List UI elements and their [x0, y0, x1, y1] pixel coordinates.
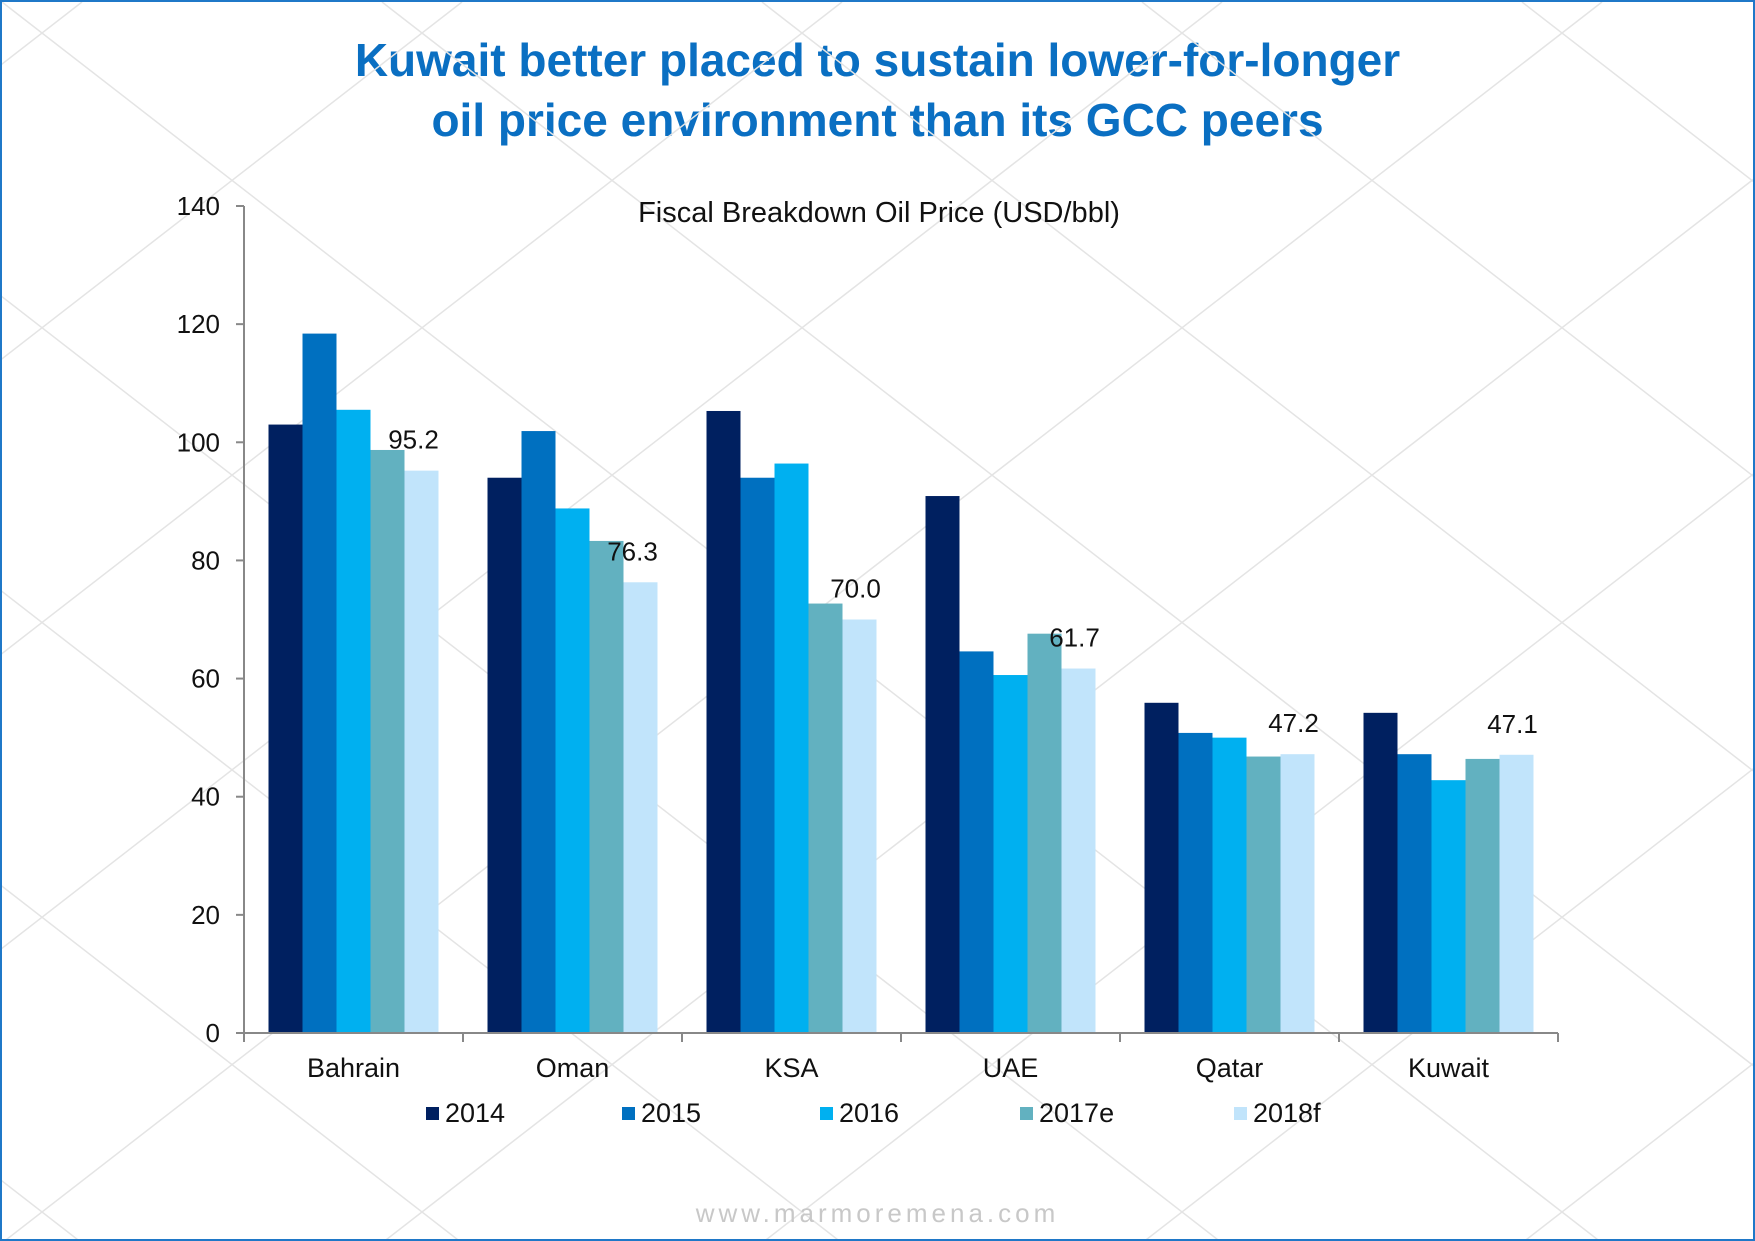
website-footer: www.marmoremena.com	[695, 1198, 1060, 1228]
bar-ksa-2017e	[808, 603, 843, 1033]
x-tick-label: UAE	[983, 1053, 1039, 1083]
data-label: 47.1	[1487, 709, 1538, 739]
legend-item-2018f: 2018f	[1234, 1098, 1321, 1129]
bar-uae-2014	[925, 496, 960, 1033]
data-label: 61.7	[1049, 623, 1100, 653]
y-tick-label: 40	[191, 782, 220, 812]
y-tick-label: 140	[177, 191, 220, 221]
bar-bahrain-2014	[268, 424, 303, 1033]
bar-oman-2016	[555, 508, 590, 1034]
bar-kuwait-2016	[1431, 780, 1466, 1033]
bar-qatar-2016	[1212, 737, 1247, 1033]
title-line-2: oil price environment than its GCC peers	[431, 94, 1324, 146]
bar-ksa-2014	[706, 410, 741, 1033]
legend-swatch	[426, 1107, 439, 1120]
bar-uae-2016	[993, 675, 1028, 1033]
data-label: 76.3	[607, 536, 658, 566]
watermark-line	[1521, 2, 1753, 183]
legend-label: 2014	[445, 1098, 506, 1128]
bar-bahrain-2015	[302, 333, 337, 1033]
x-tick-label: KSA	[764, 1053, 818, 1083]
chart-title: Kuwait better placed to sustain lower-fo…	[2, 30, 1753, 150]
x-tick-label: Bahrain	[307, 1053, 400, 1083]
watermark-line	[385, 178, 1753, 1239]
legend-swatch	[1234, 1107, 1247, 1120]
watermark-line	[2, 2, 463, 360]
bar-qatar-2018f	[1280, 754, 1315, 1033]
bar-oman-2014	[487, 477, 522, 1033]
title-line-1: Kuwait better placed to sustain lower-fo…	[354, 34, 1401, 86]
bar-uae-2017e	[1027, 633, 1062, 1033]
y-tick-label: 0	[206, 1018, 220, 1048]
watermark-line	[1525, 1062, 1753, 1239]
bar-ksa-2016	[774, 463, 809, 1034]
legend-label: 2018f	[1253, 1098, 1321, 1128]
bar-kuwait-2015	[1397, 754, 1432, 1033]
watermark-line	[2, 885, 459, 1239]
watermark-line	[1141, 2, 1753, 477]
legend-item-2017e: 2017e	[1020, 1098, 1114, 1129]
bar-kuwait-2014	[1363, 712, 1398, 1033]
bar-oman-2015	[521, 431, 556, 1033]
legend-label: 2016	[839, 1098, 900, 1128]
watermark-line	[2, 2, 83, 65]
y-tick-label: 100	[177, 427, 220, 457]
legend-swatch	[1020, 1107, 1033, 1120]
legend-swatch	[820, 1107, 833, 1120]
bar-qatar-2014	[1144, 702, 1179, 1033]
x-tick-label: Oman	[536, 1053, 610, 1083]
y-tick-label: 120	[177, 309, 220, 339]
bar-bahrain-2017e	[370, 449, 405, 1034]
y-tick-label: 20	[191, 900, 220, 930]
bar-bahrain-2016	[336, 409, 371, 1034]
legend-swatch	[622, 1107, 635, 1120]
bar-uae-2015	[959, 651, 994, 1033]
plot-title: Fiscal Breakdown Oil Price (USD/bbl)	[638, 197, 1120, 229]
bar-kuwait-2018f	[1499, 754, 1534, 1033]
data-label: 47.2	[1268, 708, 1319, 738]
bar-qatar-2017e	[1246, 756, 1281, 1033]
x-tick-label: Kuwait	[1408, 1053, 1490, 1083]
bar-ksa-2015	[740, 477, 775, 1033]
y-tick-label: 60	[191, 664, 220, 694]
legend-label: 2017e	[1039, 1098, 1115, 1128]
bar-kuwait-2017e	[1465, 758, 1500, 1033]
data-label: 70.0	[830, 574, 881, 604]
watermark-line	[1145, 768, 1753, 1239]
bar-ksa-2018f	[842, 619, 877, 1033]
watermark-line	[765, 473, 1753, 1239]
legend-label: 2015	[641, 1098, 702, 1128]
bar-qatar-2015	[1178, 732, 1213, 1033]
bar-oman-2018f	[623, 582, 658, 1033]
x-tick-label: Qatar	[1196, 1053, 1264, 1083]
bar-uae-2018f	[1061, 668, 1096, 1033]
bar-oman-2017e	[589, 540, 624, 1033]
legend-item-2014: 2014	[426, 1098, 505, 1129]
watermark-line	[2, 2, 843, 655]
data-label: 95.2	[388, 425, 439, 455]
y-tick-label: 80	[191, 545, 220, 575]
watermark-line	[2, 1180, 79, 1239]
legend-item-2015: 2015	[622, 1098, 701, 1129]
legend-item-2016: 2016	[820, 1098, 899, 1129]
bar-bahrain-2018f	[404, 470, 439, 1033]
